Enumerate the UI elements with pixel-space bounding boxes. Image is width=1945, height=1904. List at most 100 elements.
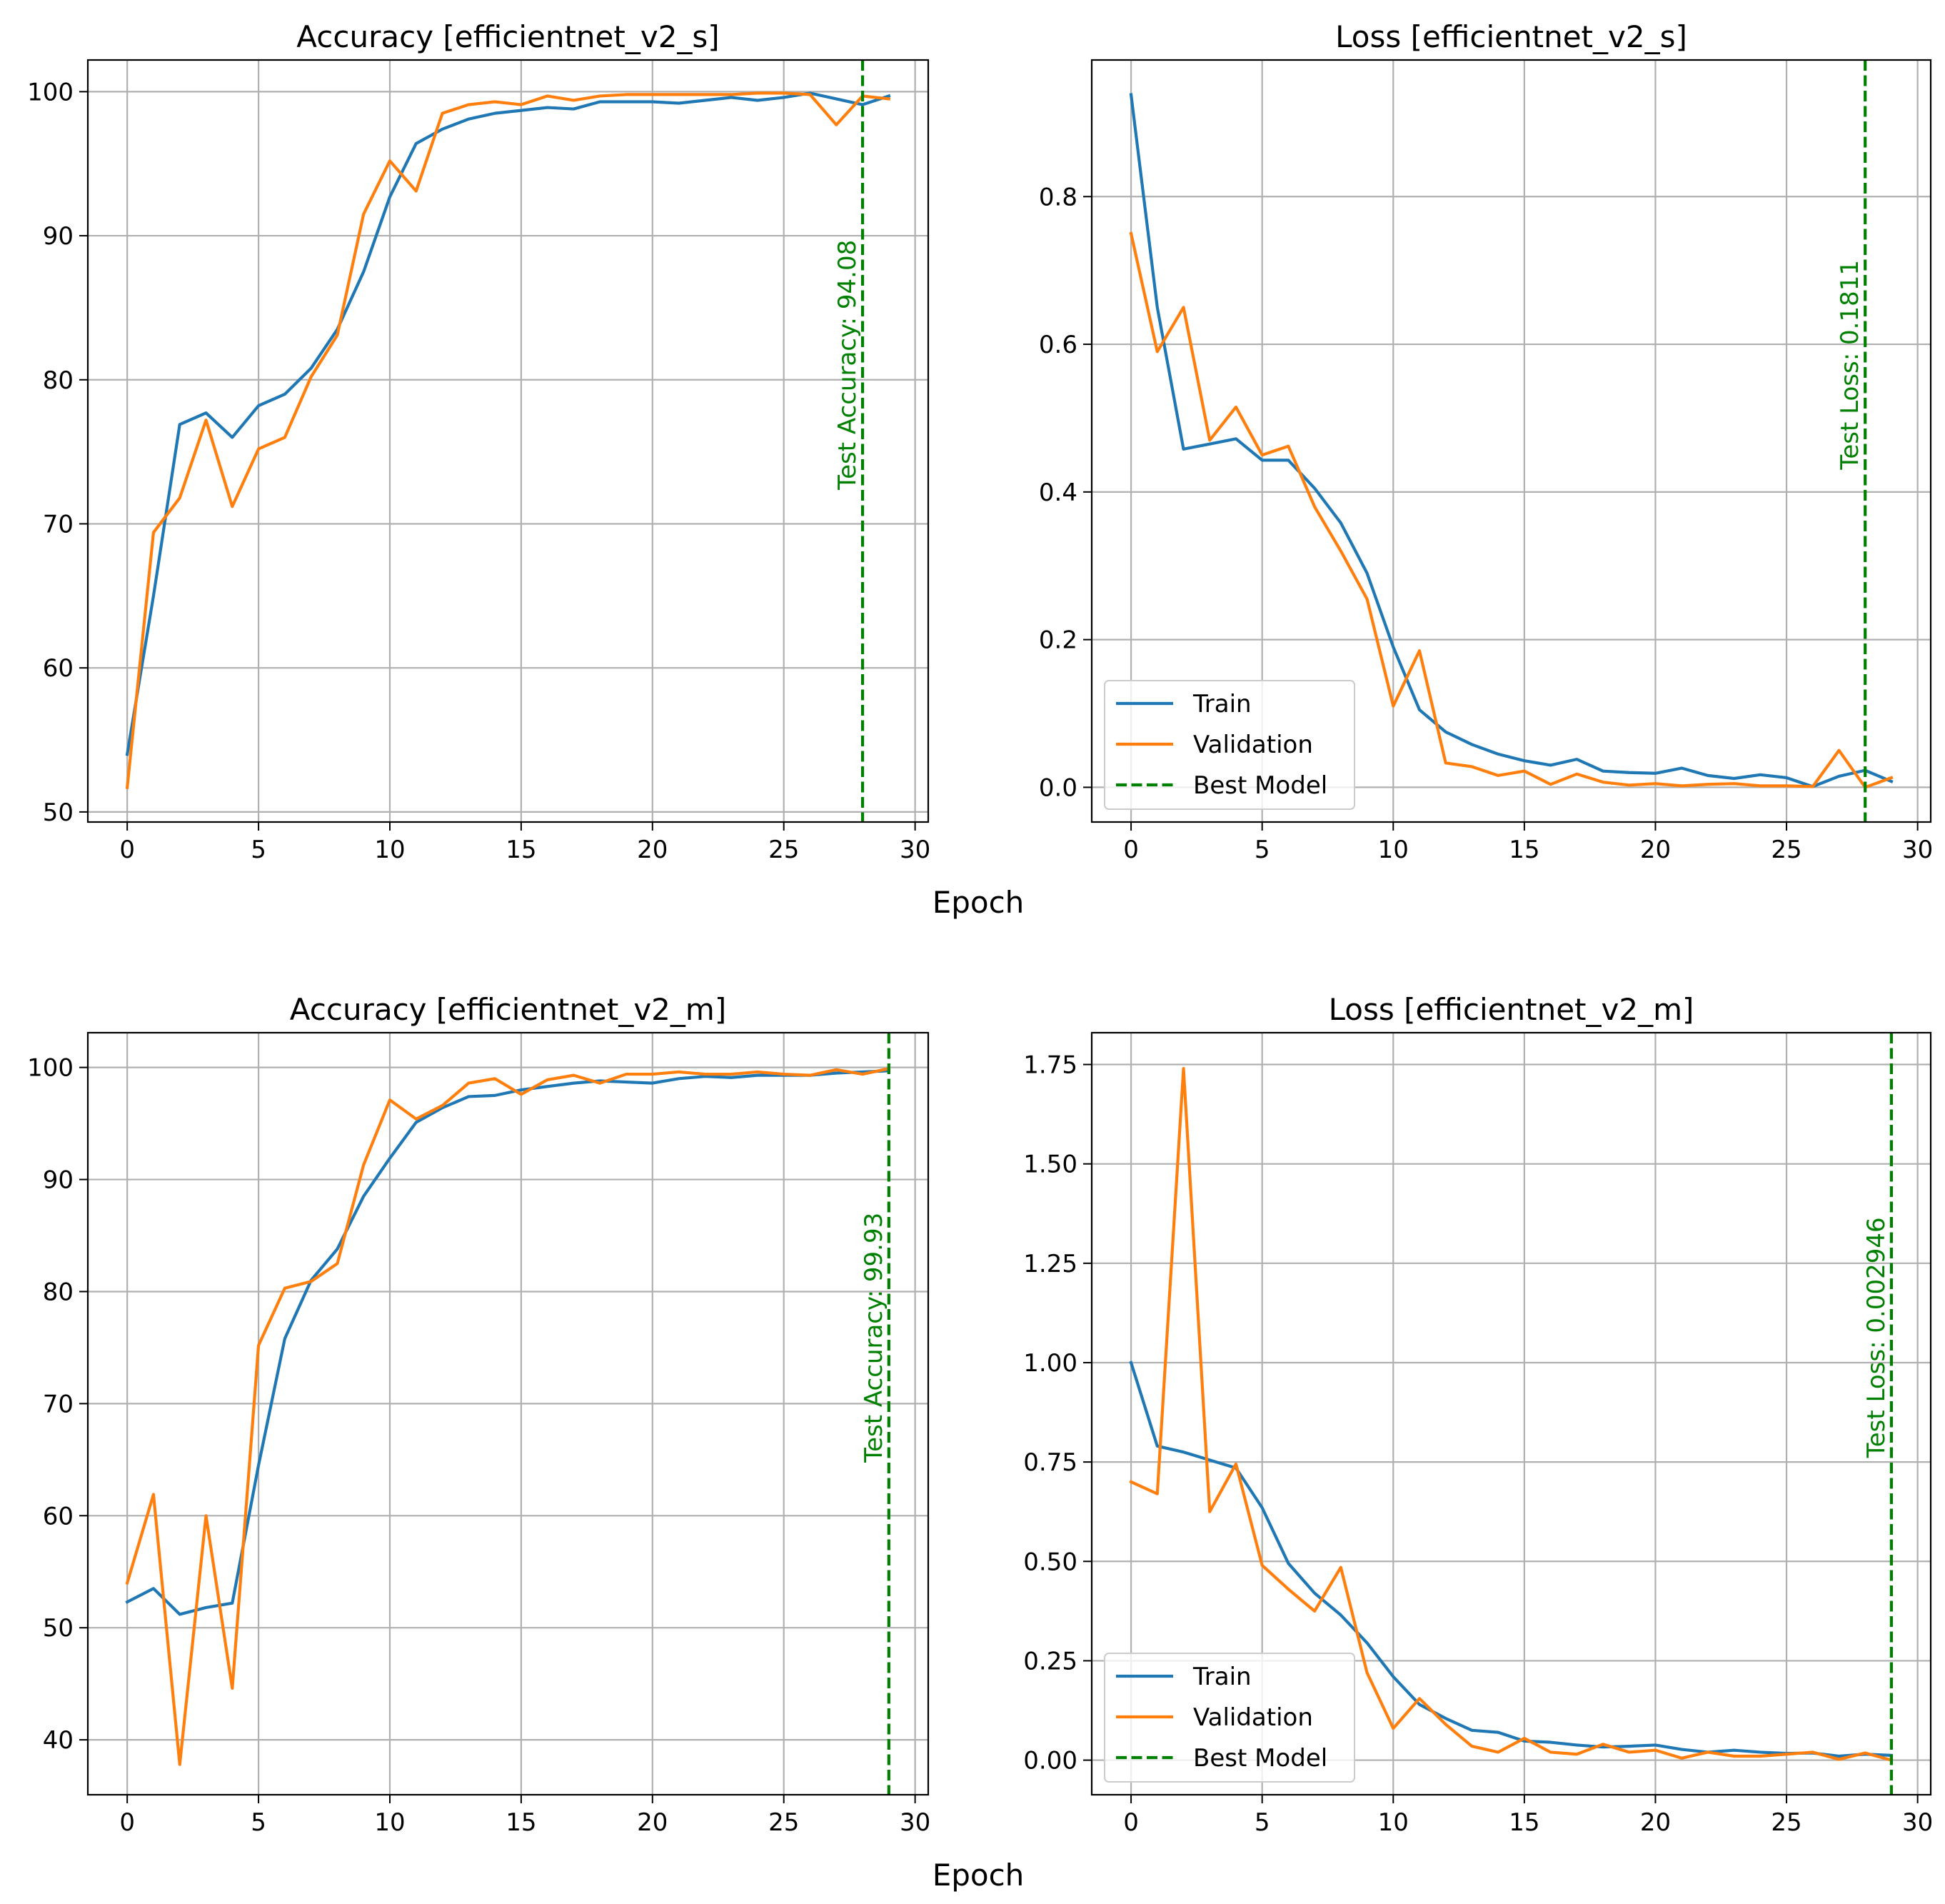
- legend-label: Train: [1192, 690, 1252, 718]
- y-tick-label: 0.6: [1039, 331, 1077, 359]
- legend-label: Validation: [1193, 1703, 1313, 1732]
- x-tick-label: 20: [1640, 1808, 1671, 1837]
- y-tick-label: 100: [27, 78, 74, 106]
- x-tick-label: 5: [1255, 836, 1270, 864]
- x-tick-label: 15: [506, 1808, 536, 1837]
- x-tick-label: 30: [900, 836, 930, 864]
- x-tick-label: 25: [1771, 1808, 1801, 1837]
- x-tick-label: 20: [637, 836, 668, 864]
- chart-title: Accuracy [efficientnet_v2_m]: [290, 992, 726, 1027]
- legend-label: Best Model: [1193, 1744, 1327, 1773]
- validation-series-line: [1129, 231, 1894, 789]
- validation-series-line: [125, 91, 891, 789]
- x-tick-label: 0: [1123, 836, 1139, 864]
- panel-accuracy-v2-m: Test Accuracy: 99.93 0 5 10 15 20 25 30 40 50 60 70…: [27, 992, 930, 1837]
- panel-accuracy-v2-s: Test Accuracy: 94.08 0 5 10 15 20 25 30 50 60 70 80…: [27, 19, 930, 864]
- y-tick-label: 0.4: [1039, 478, 1077, 507]
- x-tick-label: 15: [1509, 836, 1539, 864]
- axes-frame: [1090, 59, 1932, 823]
- x-tick-label: 10: [374, 836, 405, 864]
- best-model-annotation: Test Loss: 0.002946: [1862, 1217, 1891, 1458]
- x-tick-label: 15: [506, 836, 536, 864]
- x-tick-label: 0: [1123, 1808, 1139, 1837]
- x-tick-label: 20: [1640, 836, 1671, 864]
- train-series-line: [1129, 1361, 1894, 1758]
- x-tick-label: 25: [768, 1808, 799, 1837]
- x-tick-label: 10: [1378, 1808, 1409, 1837]
- legend-box: [1104, 1653, 1355, 1783]
- y-axis: 0.0 0.2 0.4 0.6 0.8: [1039, 183, 1092, 802]
- legend-train: Train: [1116, 1663, 1252, 1691]
- y-tick-label: 1.00: [1023, 1349, 1077, 1378]
- legend-label: Best Model: [1193, 771, 1327, 800]
- y-tick-label: 0.8: [1039, 183, 1077, 211]
- validation-series-line: [1129, 1066, 1894, 1763]
- x-tick-label: 25: [1771, 836, 1801, 864]
- x-axis: 0 5 10 15 20 25 30: [1123, 822, 1933, 864]
- y-tick-label: 1.50: [1023, 1151, 1077, 1179]
- y-axis: 0.00 0.25 0.50 0.75 1.00 1.25 1.50 1.75: [1023, 1051, 1092, 1775]
- y-tick-label: 0.2: [1039, 626, 1077, 655]
- y-tick-label: 1.25: [1023, 1250, 1077, 1278]
- axes-frame: [86, 1031, 930, 1796]
- y-axis: 50 60 70 80 90 100: [27, 78, 88, 827]
- x-tick-label: 30: [1902, 836, 1933, 864]
- legend-best-model: Best Model: [1116, 1744, 1327, 1773]
- y-tick-label: 60: [43, 1502, 74, 1530]
- chart-title: Loss [efficientnet_v2_m]: [1329, 992, 1694, 1027]
- y-tick-label: 0.25: [1023, 1647, 1077, 1675]
- legend-box: [1104, 680, 1355, 810]
- x-tick-label: 0: [119, 1808, 135, 1837]
- y-tick-label: 0.00: [1023, 1747, 1077, 1775]
- y-tick-label: 0.0: [1039, 773, 1077, 802]
- y-tick-label: 80: [43, 366, 74, 395]
- train-series-line: [1129, 93, 1894, 788]
- legend-validation: Validation: [1116, 1703, 1313, 1732]
- legend-label: Train: [1192, 1663, 1252, 1691]
- x-tick-label: 15: [1509, 1808, 1539, 1837]
- y-tick-label: 1.75: [1023, 1051, 1077, 1080]
- x-tick-label: 10: [374, 1808, 405, 1837]
- best-model-annotation: Test Accuracy: 94.08: [833, 240, 862, 491]
- y-tick-label: 90: [43, 222, 74, 251]
- train-series-line: [125, 91, 891, 756]
- legend: Train Validation Best Model: [1104, 1653, 1355, 1783]
- axes-frame: [86, 59, 930, 823]
- y-tick-label: 80: [43, 1278, 74, 1306]
- grid: [1092, 1033, 1931, 1795]
- y-tick-label: 40: [43, 1726, 74, 1755]
- legend-validation: Validation: [1116, 731, 1313, 759]
- y-tick-label: 70: [43, 510, 74, 538]
- y-tick-label: 0.50: [1023, 1548, 1077, 1576]
- x-tick-label: 0: [119, 836, 135, 864]
- y-tick-label: 60: [43, 654, 74, 683]
- best-model-annotation: Test Accuracy: 99.93: [860, 1213, 888, 1463]
- chart-title: Loss [efficientnet_v2_s]: [1335, 19, 1687, 54]
- x-tick-label: 10: [1378, 836, 1409, 864]
- y-tick-label: 50: [43, 798, 74, 827]
- plot-area: [88, 60, 928, 822]
- x-axis-label-top: Epoch: [933, 885, 1025, 920]
- grid: [88, 1033, 928, 1795]
- y-tick-label: 50: [43, 1614, 74, 1643]
- x-axis-label-bottom: Epoch: [933, 1858, 1025, 1893]
- train-series-line: [125, 1069, 891, 1616]
- y-tick-label: 0.75: [1023, 1448, 1077, 1477]
- x-tick-label: 5: [251, 836, 266, 864]
- legend-label: Validation: [1193, 731, 1313, 759]
- x-axis: 0 5 10 15 20 25 30: [119, 1795, 930, 1837]
- grid: [88, 60, 928, 822]
- x-tick-label: 25: [768, 836, 799, 864]
- x-axis: 0 5 10 15 20 25 30: [1123, 1795, 1933, 1837]
- chart-title: Accuracy [efficientnet_v2_s]: [296, 19, 719, 54]
- validation-series-line: [125, 1066, 891, 1766]
- x-tick-label: 5: [1255, 1808, 1270, 1837]
- x-tick-label: 5: [251, 1808, 266, 1837]
- plot-area: [88, 1033, 928, 1795]
- legend-best-model: Best Model: [1116, 771, 1327, 800]
- legend: Train Validation Best Model: [1104, 680, 1355, 810]
- x-tick-label: 30: [1902, 1808, 1933, 1837]
